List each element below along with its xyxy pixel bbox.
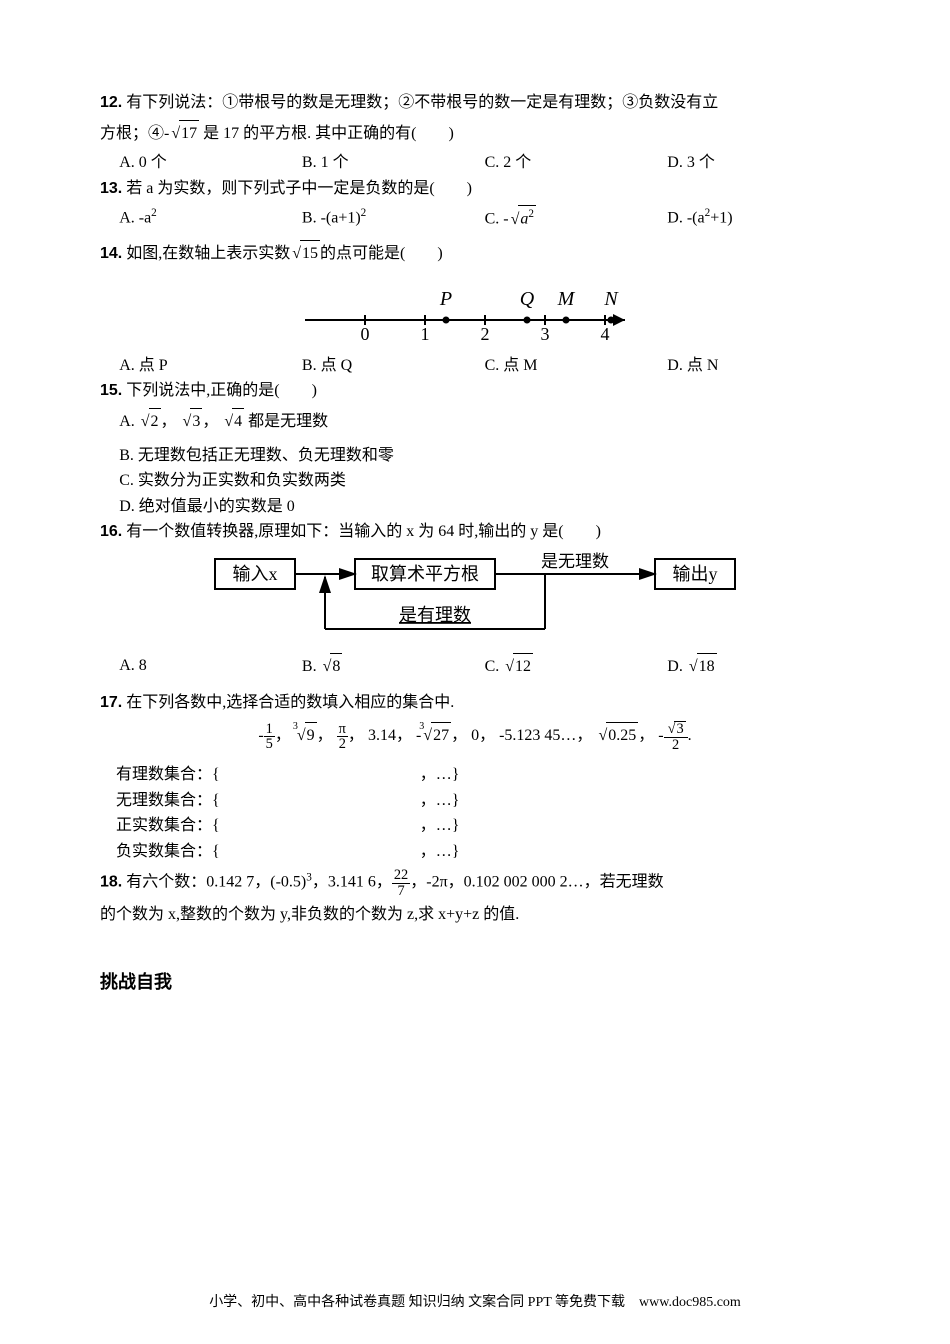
q12-opt-c: C. 2 个 [485,150,668,176]
tick-3: 3 [541,324,550,344]
question-18: 18. 有六个数：0.142 7，(-0.5)3，3.141 6，227，-2π… [100,868,850,898]
q18-num: 18. [100,874,122,891]
q12-opt-d: D. 3 个 [667,150,850,176]
tick-4: 4 [601,324,610,344]
set-negative: 负实数集合：{，…} [116,839,850,865]
q12-text-b-post: 是 17 的平方根. 其中正确的有( ) [203,125,454,142]
q13-opt-b: B. -(a+1)2 [302,205,485,232]
tick-0: 0 [361,324,370,344]
flowchart: 输入x 取算术平方根 输出y 是无理数 是有理数 [195,549,755,649]
svg-text:取算术平方根: 取算术平方根 [371,564,479,584]
sqrt-a2: a2 [509,205,536,232]
q12-text-b-pre: 方根；④- [100,125,169,142]
q15-opt-d: D. 绝对值最小的实数是 0 [100,494,850,520]
q13-text: 若 a 为实数，则下列式子中一定是负数的是( ) [126,180,472,197]
q14-text-post: 的点可能是( ) [320,245,443,262]
q13-opt-d: D. -(a2+1) [667,205,850,232]
question-12: 12. 有下列说法：①带根号的数是无理数；②不带根号的数一定是有理数；③负数没有… [100,90,850,116]
label-N: N [603,288,619,310]
q16-num: 16. [100,523,122,540]
q15-opt-a: A. 2， 3， 4 都是无理数 [100,408,850,435]
q13-opt-a: A. -a2 [119,205,302,232]
set-irrational: 无理数集合：{，…} [116,788,850,814]
tick-2: 2 [481,324,490,344]
q14-opt-a: A. 点 P [119,353,302,379]
question-14: 14. 如图,在数轴上表示实数15的点可能是( ) [100,240,850,267]
question-15: 15. 下列说法中,正确的是( ) [100,378,850,404]
question-13: 13. 若 a 为实数，则下列式子中一定是负数的是( ) [100,176,850,202]
q14-opt-c: C. 点 M [485,353,668,379]
q12-text-a: 有下列说法：①带根号的数是无理数；②不带根号的数一定是有理数；③负数没有立 [126,94,718,111]
tick-1: 1 [421,324,430,344]
q15-opt-b: B. 无理数包括正无理数、负无理数和零 [100,443,850,469]
q16-opt-b: B. 8 [302,653,485,680]
sqrt-15: 15 [290,240,320,267]
q17-numbers: -15， 39， π2， 3.14， -327， 0， -5.123 45…， … [100,721,850,752]
q14-opt-d: D. 点 N [667,353,850,379]
q17-num: 17. [100,694,122,711]
q13-opt-c: C. -a2 [485,205,668,232]
q14-opt-b: B. 点 Q [302,353,485,379]
question-16: 16. 有一个数值转换器,原理如下：当输入的 x 为 64 时,输出的 y 是(… [100,519,850,545]
q12-opt-b: B. 1 个 [302,150,485,176]
q16-options: A. 8 B. 8 C. 12 D. 18 [100,653,850,680]
label-M: M [557,288,576,310]
section-title: 挑战自我 [100,968,850,997]
q16-opt-c: C. 12 [485,653,668,680]
q14-text-pre: 如图,在数轴上表示实数 [126,245,290,262]
q13-num: 13. [100,180,122,197]
question-12-line2: 方根；④-17 是 17 的平方根. 其中正确的有( ) [100,120,850,147]
q12-opt-a: A. 0 个 [119,150,302,176]
q16-opt-d: D. 18 [667,653,850,680]
question-18-line2: 的个数为 x,整数的个数为 y,非负数的个数为 z,求 x+y+z 的值. [100,902,850,928]
q16-opt-a: A. 8 [119,653,302,680]
q14-num: 14. [100,245,122,262]
q15-text: 下列说法中,正确的是( ) [126,382,317,399]
svg-text:是无理数: 是无理数 [541,552,609,571]
footer: 小学、初中、高中各种试卷真题 知识归纳 文案合同 PPT 等免费下载 www.d… [0,1292,950,1314]
q12-options: A. 0 个 B. 1 个 C. 2 个 D. 3 个 [100,150,850,176]
sqrt-17: 17 [169,120,199,147]
number-line: 0 1 2 3 4 P Q M N [295,275,655,345]
question-17: 17. 在下列各数中,选择合适的数填入相应的集合中. [100,690,850,716]
svg-text:输入x: 输入x [233,564,278,584]
q15-num: 15. [100,382,122,399]
q14-options: A. 点 P B. 点 Q C. 点 M D. 点 N [100,353,850,379]
set-positive: 正实数集合：{，…} [116,813,850,839]
q15-opt-c: C. 实数分为正实数和负实数两类 [100,468,850,494]
svg-text:输出y: 输出y [673,564,718,584]
q12-num: 12. [100,94,122,111]
q13-options: A. -a2 B. -(a+1)2 C. -a2 D. -(a2+1) [100,205,850,232]
set-rational: 有理数集合：{，…} [116,762,850,788]
q16-text: 有一个数值转换器,原理如下：当输入的 x 为 64 时,输出的 y 是( ) [126,523,601,540]
label-P: P [439,288,452,310]
label-Q: Q [520,288,535,310]
svg-text:是有理数: 是有理数 [399,605,471,625]
q17-text: 在下列各数中,选择合适的数填入相应的集合中. [126,694,454,711]
